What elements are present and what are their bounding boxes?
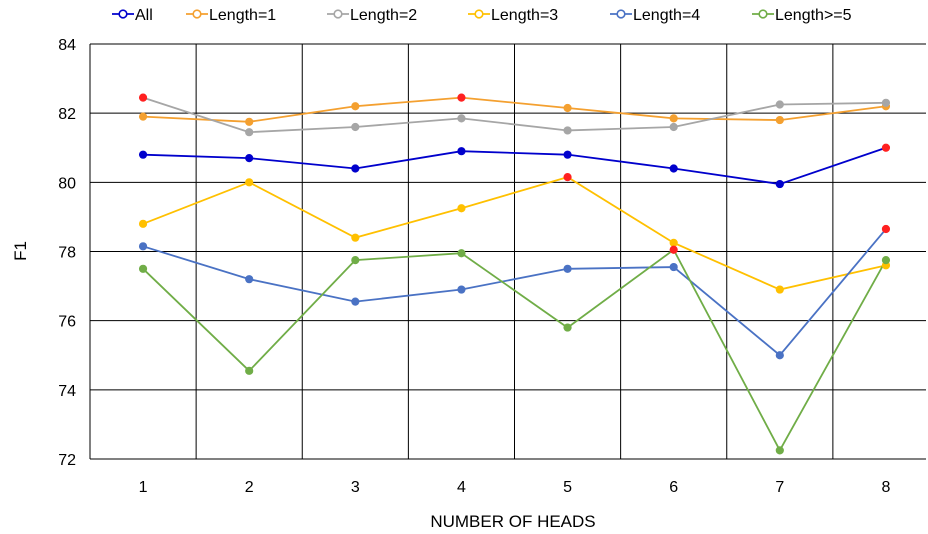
highlighted-data-point: [881, 143, 891, 152]
legend-marker: [333, 9, 343, 19]
legend-label: Length=3: [491, 7, 558, 24]
data-point: [775, 285, 784, 294]
series-lines: [138, 93, 891, 455]
data-point: [563, 323, 572, 332]
legend-marker: [118, 9, 128, 19]
highlighted-data-point: [563, 173, 572, 182]
data-point: [775, 100, 784, 109]
highlighted-data-point: [881, 224, 891, 234]
data-point: [881, 256, 891, 265]
highlighted-data-point: [457, 93, 466, 102]
data-point: [457, 204, 466, 213]
y-tick-label: 84: [58, 37, 76, 54]
legend: All Length=1 Length=2 Length=3 Length=4 Lengt…: [112, 7, 852, 24]
x-tick-label: 6: [669, 479, 678, 496]
data-point: [775, 115, 784, 125]
data-point: [245, 275, 254, 284]
data-point: [457, 147, 466, 156]
legend-label: All: [135, 7, 153, 24]
data-point: [351, 256, 360, 265]
data-point: [245, 366, 254, 375]
x-tick-label: 7: [775, 479, 784, 496]
y-axis-title: F1: [11, 241, 30, 261]
data-point: [669, 262, 678, 272]
data-point: [881, 98, 891, 107]
data-point: [775, 179, 784, 189]
y-tick-label: 80: [58, 175, 76, 192]
data-point: [669, 164, 678, 173]
legend-marker: [758, 9, 768, 19]
data-point: [351, 164, 360, 173]
data-point: [457, 114, 466, 123]
data-point: [138, 150, 148, 159]
data-point: [457, 285, 466, 294]
data-point: [138, 264, 148, 273]
data-point: [351, 297, 360, 306]
data-point: [563, 150, 572, 159]
y-tick-label: 82: [58, 106, 76, 123]
highlighted-data-point: [669, 245, 678, 254]
data-point: [245, 117, 254, 126]
grid: [89, 43, 926, 460]
data-point: [351, 122, 360, 132]
data-point: [457, 249, 466, 258]
legend-label: Length=1: [209, 7, 276, 24]
legend-label: Length=2: [350, 7, 417, 24]
series-line: [142, 248, 887, 453]
x-tick-label: 3: [351, 479, 360, 496]
data-point: [245, 178, 254, 187]
series-line: [142, 176, 887, 291]
data-point: [669, 122, 678, 132]
data-point: [563, 103, 572, 113]
x-tick-label: 2: [245, 479, 254, 496]
data-point: [138, 112, 148, 121]
data-point: [669, 238, 678, 247]
series-line: [142, 228, 887, 357]
data-point: [351, 102, 360, 111]
legend-marker: [616, 9, 626, 19]
data-point: [351, 233, 360, 242]
x-axis-title: NUMBER OF HEADS: [430, 512, 595, 531]
y-tick-label: 74: [58, 383, 76, 400]
data-point: [138, 242, 148, 251]
y-tick-label: 72: [58, 452, 76, 469]
data-point: [775, 446, 784, 455]
legend-marker: [192, 9, 202, 19]
y-tick-label: 76: [58, 314, 76, 331]
data-point: [138, 219, 148, 228]
data-point: [775, 351, 784, 360]
x-tick-label: 5: [563, 479, 572, 496]
legend-marker: [474, 9, 484, 19]
legend-label: Length=4: [633, 7, 700, 24]
legend-label: Length>=5: [775, 7, 852, 24]
series-line: [143, 96, 887, 123]
data-point: [563, 264, 572, 273]
x-tick-label: 4: [457, 479, 466, 496]
x-tick-label: 8: [881, 479, 890, 496]
x-tick-label: 1: [139, 479, 148, 496]
data-point: [245, 128, 254, 137]
series-line: [143, 146, 887, 185]
highlighted-data-point: [138, 93, 148, 102]
y-tick-label: 78: [58, 245, 76, 262]
data-point: [669, 114, 678, 123]
series-line: [142, 96, 886, 134]
data-point: [563, 126, 572, 135]
data-point: [245, 154, 254, 163]
